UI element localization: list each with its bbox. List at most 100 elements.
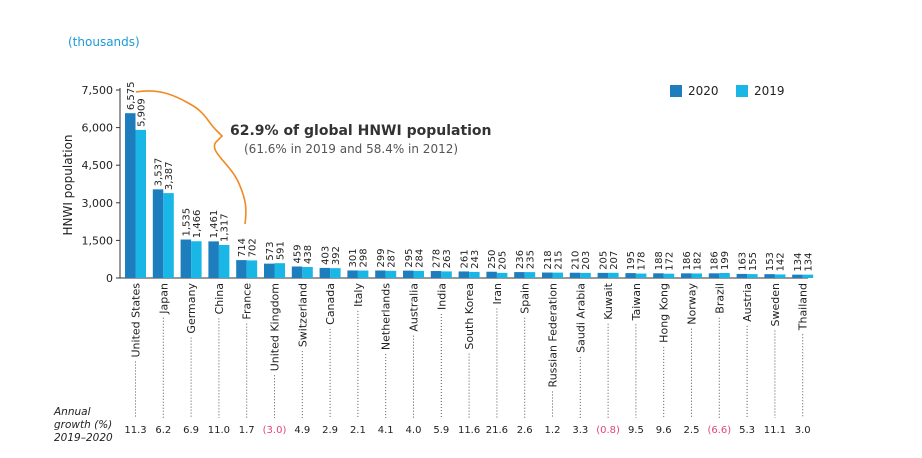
category-label: Japan <box>157 283 170 315</box>
data-label-2020: 188 <box>654 251 665 270</box>
growth-value: 2.5 <box>684 425 700 436</box>
bar-2020 <box>208 241 219 278</box>
data-label-2019: 215 <box>553 251 564 270</box>
data-label-2020: 186 <box>682 251 693 270</box>
category-label: Netherlands <box>380 283 393 350</box>
bar-2019 <box>496 272 508 278</box>
bar-2020 <box>180 239 192 278</box>
category-label: South Korea <box>463 283 476 350</box>
data-label-2020: 278 <box>432 249 443 268</box>
growth-value: 6.2 <box>155 425 171 436</box>
data-label-2020: 1,535 <box>181 208 192 237</box>
data-label-2019: 142 <box>776 252 787 271</box>
growth-value: (0.8) <box>596 425 620 436</box>
category-label: Taiwan <box>630 283 643 321</box>
growth-value: (3.0) <box>263 425 287 436</box>
bar-2019 <box>719 273 730 278</box>
bar-2019 <box>385 270 397 278</box>
category-label: Switzerland <box>296 283 309 347</box>
bar-2019 <box>441 271 452 278</box>
category-label: Hong Kong <box>658 283 671 343</box>
bar-2019 <box>357 270 369 278</box>
category-label: Saudi Arabia <box>574 283 587 353</box>
bar-2020 <box>458 271 470 278</box>
data-label-2020: 250 <box>487 250 498 269</box>
data-label-2019: 1,466 <box>192 210 203 239</box>
growth-value: 1.7 <box>239 425 255 436</box>
growth-header: Annual growth (%) 2019–2020 <box>54 406 124 445</box>
bar-2019 <box>552 272 563 278</box>
bar-2020 <box>375 270 386 278</box>
bar-2020 <box>152 189 164 278</box>
bar-2019 <box>469 271 480 278</box>
growth-value: 4.0 <box>406 425 422 436</box>
data-label-2020: 163 <box>737 252 748 271</box>
legend-item-2019: 2019 <box>736 84 785 98</box>
bar-2020 <box>625 273 636 278</box>
bar-2020 <box>708 273 720 278</box>
data-label-2020: 236 <box>515 250 526 269</box>
growth-value: 11.3 <box>124 425 146 436</box>
category-label: Germany <box>185 283 198 334</box>
bar-2020 <box>430 271 442 278</box>
annotation-subtitle: (61.6% in 2019 and 58.4% in 2012) <box>244 142 459 156</box>
category-label: China <box>213 283 226 314</box>
category-label: United Kingdom <box>269 283 282 371</box>
bar-2020 <box>542 272 553 278</box>
data-label-2020: 301 <box>348 248 359 267</box>
bar-2020 <box>681 273 692 278</box>
bar-2020 <box>125 113 136 278</box>
legend-label-2019: 2019 <box>754 84 785 98</box>
data-label-2020: 573 <box>265 242 276 261</box>
data-label-2019: 1,317 <box>220 213 231 242</box>
bar-2020 <box>514 272 525 278</box>
data-label-2019: 199 <box>720 251 731 270</box>
category-label: Sweden <box>769 283 782 326</box>
bar-2020 <box>347 270 358 278</box>
data-label-2019: 178 <box>637 251 648 270</box>
category-label: United States <box>130 283 143 358</box>
growth-header-line: growth (%) <box>54 419 113 431</box>
data-label-2019: 235 <box>525 250 536 269</box>
category-label: Italy <box>352 283 365 307</box>
data-label-2020: 714 <box>237 238 248 257</box>
category-label: Iran <box>491 283 504 305</box>
growth-value: 11.1 <box>764 425 786 436</box>
category-label: Brazil <box>713 283 726 314</box>
growth-value: 6.9 <box>183 425 199 436</box>
data-label-2020: 459 <box>293 244 304 263</box>
legend-swatch-2020 <box>670 85 682 97</box>
bar-2019 <box>802 274 814 278</box>
growth-value: (6.6) <box>707 425 731 436</box>
bar-2020 <box>764 274 775 278</box>
growth-header-line: Annual <box>54 406 91 418</box>
bar-2019 <box>747 274 758 278</box>
growth-value: 3.0 <box>795 425 811 436</box>
growth-value: 2.9 <box>322 425 338 436</box>
legend-item-2020: 2020 <box>670 84 719 98</box>
growth-value: 9.5 <box>628 425 644 436</box>
bar-2020 <box>736 273 748 278</box>
data-label-2020: 186 <box>710 251 721 270</box>
bar-2020 <box>792 274 803 278</box>
bar-2020 <box>264 263 275 278</box>
annotation-title: 62.9% of global HNWI population <box>230 123 492 139</box>
category-label: Norway <box>686 283 699 325</box>
data-label-2019: 243 <box>470 250 481 269</box>
bar-2019 <box>135 129 146 278</box>
category-label: Austria <box>741 283 754 322</box>
data-label-2020: 195 <box>626 251 637 270</box>
growth-value: 3.3 <box>572 425 588 436</box>
data-label-2020: 299 <box>376 248 387 267</box>
bar-2019 <box>635 273 647 278</box>
category-label: Canada <box>324 283 337 325</box>
y-tick-label: 3,000 <box>82 197 114 210</box>
category-label: France <box>241 283 254 320</box>
data-label-2020: 403 <box>320 246 331 265</box>
data-label-2019: 207 <box>609 251 620 270</box>
growth-value: 2.6 <box>517 425 533 436</box>
y-axis-label: HNWI population <box>61 134 75 235</box>
data-label-2019: 203 <box>581 251 592 270</box>
bar-2019 <box>163 193 174 278</box>
